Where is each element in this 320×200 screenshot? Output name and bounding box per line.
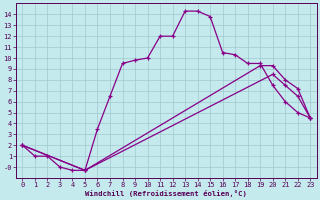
X-axis label: Windchill (Refroidissement éolien,°C): Windchill (Refroidissement éolien,°C) xyxy=(85,190,247,197)
